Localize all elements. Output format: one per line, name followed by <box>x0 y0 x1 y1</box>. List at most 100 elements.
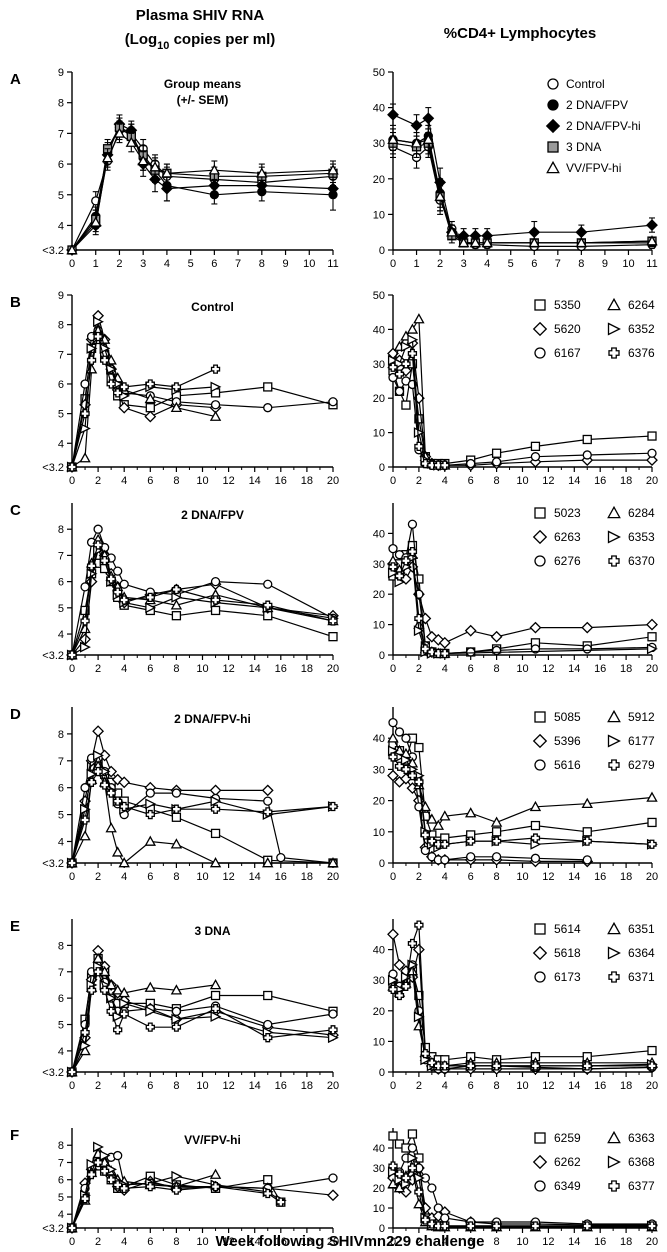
legend-marker <box>607 709 621 723</box>
y-tick-label: 30 <box>373 975 385 987</box>
data-point <box>93 331 103 342</box>
data-point <box>414 613 424 624</box>
series-6371 <box>67 967 338 1077</box>
x-tick-label: 2 <box>95 871 101 883</box>
data-point <box>530 452 541 462</box>
data-point <box>145 798 157 810</box>
legend-marker <box>608 759 620 771</box>
data-point <box>99 355 110 365</box>
x-axis-label: Week following SHIVmn229 challenge <box>216 1233 485 1250</box>
data-point <box>86 985 97 995</box>
data-point <box>125 136 138 147</box>
series-line <box>392 377 653 466</box>
data-point <box>646 791 658 802</box>
data-point <box>145 809 155 820</box>
data-point <box>400 341 412 353</box>
x-tick-label: 18 <box>620 663 632 675</box>
data-point <box>388 752 398 762</box>
x-tick-label: 12 <box>222 1236 234 1248</box>
panel-C-viral_load: C <3.2 4 5 6 7 8 0 2 4 6 8 10 12 14 16 18 20 2 DNA/FPV <box>10 502 339 675</box>
x-tick-label: 0 <box>390 663 396 675</box>
data-point <box>101 151 114 163</box>
data-point <box>413 1011 425 1023</box>
legend-label: 6352 <box>628 322 655 336</box>
data-point <box>440 1221 450 1231</box>
data-point <box>406 965 419 976</box>
x-tick-label: 8 <box>578 258 584 270</box>
data-point <box>407 959 419 971</box>
data-point <box>210 804 221 814</box>
y-tick-label: <3.2 <box>42 858 64 870</box>
series-5350 <box>388 359 657 469</box>
data-point <box>407 1129 418 1139</box>
data-point <box>528 226 541 239</box>
data-point <box>171 1013 183 1025</box>
data-point <box>440 1061 450 1071</box>
x-tick-label: 8 <box>173 475 179 487</box>
data-point <box>80 582 90 592</box>
data-point <box>433 839 443 849</box>
data-point <box>440 839 450 849</box>
data-point <box>328 397 338 407</box>
x-tick-label: 0 <box>390 1080 396 1092</box>
data-point <box>387 974 399 986</box>
data-point <box>210 576 221 587</box>
x-tick-label: 18 <box>301 475 313 487</box>
data-point <box>440 648 450 659</box>
data-point <box>113 796 123 806</box>
x-tick-label: 2 <box>116 258 122 270</box>
data-point <box>171 788 182 798</box>
x-tick-label: 0 <box>69 258 75 270</box>
legend-label: 2 DNA/FPV <box>566 98 628 112</box>
x-tick-label: 0 <box>69 871 75 883</box>
legend-label: 6263 <box>554 530 581 544</box>
data-point <box>327 164 339 175</box>
data-point <box>491 852 502 862</box>
data-point <box>99 780 110 790</box>
x-tick-label: 8 <box>494 1236 500 1248</box>
panel-label: B <box>10 294 21 311</box>
data-point <box>426 813 438 824</box>
data-point <box>466 1061 476 1071</box>
data-point <box>327 1032 339 1044</box>
left-header-pre: (Log <box>125 31 157 48</box>
data-point <box>422 112 435 125</box>
data-point <box>427 460 437 470</box>
data-point <box>491 645 502 656</box>
legend-marker <box>532 945 548 961</box>
series-6279 <box>67 766 338 868</box>
data-point <box>491 448 502 458</box>
x-tick-label: 8 <box>494 871 500 883</box>
series-5085 <box>388 733 657 846</box>
data-point <box>433 460 443 470</box>
x-tick-label: 14 <box>249 663 261 675</box>
data-point <box>394 1169 405 1179</box>
data-point <box>210 795 222 807</box>
legend-label: 5350 <box>554 298 581 312</box>
x-tick-label: 6 <box>147 1236 153 1248</box>
legend-marker <box>534 759 546 771</box>
legend-label: 5618 <box>554 946 581 960</box>
legend-marker <box>534 507 546 519</box>
legend: Control 2 DNA/FPV 2 DNA/FPV-hi 3 DNA VV/FPV-… <box>545 77 641 175</box>
x-tick-label: 12 <box>542 871 554 883</box>
legend-label: 6349 <box>554 1179 581 1193</box>
panel-title: Control <box>191 300 234 314</box>
y-tick-label: 0 <box>379 858 385 870</box>
data-point <box>388 543 398 554</box>
y-tick-label: 50 <box>373 67 385 79</box>
panel-title: VV/FPV-hi <box>184 1133 241 1147</box>
data-point <box>387 928 399 941</box>
data-point <box>263 990 273 1001</box>
data-point <box>466 852 476 862</box>
data-point <box>491 1221 502 1231</box>
y-tick-label: 40 <box>373 528 385 540</box>
data-point <box>582 855 592 865</box>
y-tick-label: 7 <box>58 1157 64 1169</box>
panel-D-viral_load: D <3.2 4 5 6 7 8 0 2 4 6 8 10 12 14 16 18 20 2 DNA/FPV-hi <box>10 706 339 883</box>
data-point <box>433 648 443 659</box>
legend-label: 6364 <box>628 946 655 960</box>
x-tick-label: 8 <box>173 1236 179 1248</box>
series-line <box>392 924 652 1067</box>
